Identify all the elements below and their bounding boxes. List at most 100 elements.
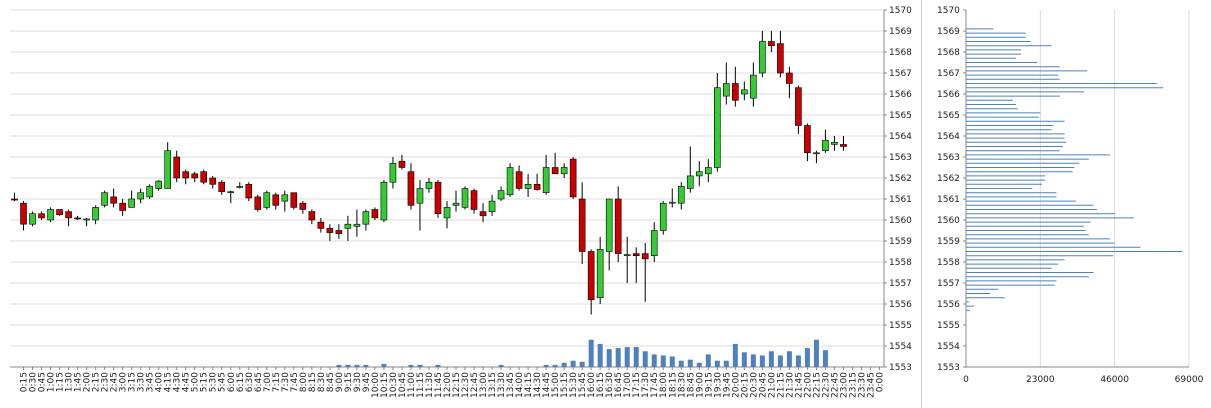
candle-body [398, 160, 406, 168]
pane-separator [921, 0, 922, 408]
candle-body [714, 87, 721, 168]
candle-body [569, 158, 577, 198]
candle-body [831, 142, 838, 145]
candle-body [272, 194, 280, 206]
x-tick-label: 21:00 [767, 372, 777, 398]
y-tick-label: 1567 [937, 69, 960, 79]
candle-body [533, 184, 541, 190]
candle-body [56, 209, 63, 216]
candle-body [263, 192, 271, 208]
x-tick-label: 19:45 [722, 372, 732, 398]
volume-bar [606, 349, 612, 367]
x-tick-label: 23:15 [848, 372, 858, 398]
candle-body [146, 186, 153, 198]
x-tick-label: 19:15 [704, 372, 714, 398]
candle-body [578, 198, 586, 252]
x-tick-label: 20:15 [740, 372, 750, 398]
x-tick-label: 12:15 [452, 372, 462, 398]
x-tick-label: 9:00 [335, 372, 345, 392]
x-tick-label: 10:15 [380, 372, 390, 398]
y-tick-label: 1566 [937, 90, 960, 100]
candle-body [596, 249, 604, 298]
x-tick-label: 0:30 [29, 372, 39, 392]
candle-body [786, 72, 793, 84]
candle-body [515, 171, 523, 189]
y-tick-label: 1563 [889, 153, 912, 163]
x-tick-label: 1:15 [56, 372, 66, 392]
x-tick-label: 11:30 [425, 372, 435, 398]
candle-body [768, 41, 775, 46]
candle-body [137, 192, 144, 200]
x-tick-label: 15:15 [560, 372, 570, 398]
candle-body [461, 188, 469, 208]
y-tick-label: 1564 [889, 132, 912, 142]
volume-bar [498, 364, 504, 367]
candle-body [623, 254, 631, 256]
y-tick-label: 1559 [889, 237, 912, 247]
y-tick-label: 1555 [889, 321, 912, 331]
x-tick-label: 0:45 [38, 372, 48, 392]
x-tick-label: 4:30 [173, 372, 183, 392]
volume-bar [579, 361, 585, 367]
x-tick-label: 16:15 [596, 372, 606, 398]
y-tick-label: 1562 [889, 174, 912, 184]
x-tick-label: 14:45 [542, 372, 552, 398]
x-tick-label: 22:30 [821, 372, 831, 398]
volume-bar [768, 351, 774, 367]
candle-body [434, 181, 442, 214]
y-tick-label: 1561 [937, 195, 960, 205]
volume-bar [417, 364, 423, 367]
x-tick-label: 13:45 [506, 372, 516, 398]
candle-body [29, 213, 36, 225]
x-tick-label: 1:00 [47, 372, 57, 392]
x-tick-label: 8:00 [299, 372, 309, 392]
candle-body [488, 200, 496, 212]
candle-body [245, 184, 253, 199]
x-tick-label: 0 [963, 375, 969, 385]
candle-body [236, 186, 244, 188]
x-tick-label: 18:30 [677, 372, 687, 398]
candle-body [155, 180, 162, 189]
x-tick-label: 3:45 [146, 372, 156, 392]
candle-body [443, 207, 451, 219]
candle-body [479, 211, 487, 217]
candle-body [308, 211, 316, 221]
x-tick-label: 4:00 [155, 372, 165, 392]
candlestick-chart: 1553 1554 1555 1556 1557 1558 1559 1560 1561 1562… [10, 6, 912, 398]
candle-body [840, 144, 847, 147]
volume-bar [552, 364, 558, 367]
x-tick-label: 13:30 [497, 372, 507, 398]
volume-bar [660, 355, 666, 367]
y-tick-label: 1556 [937, 300, 960, 310]
volume-bar [804, 348, 810, 367]
volume-profile-chart: 0 23000 46000 69000 1553 1554 1555 1556 1557 1558… [937, 6, 1204, 385]
y-tick-label: 1568 [889, 48, 912, 58]
x-tick-label: 17:00 [623, 372, 633, 398]
candle-body [795, 87, 802, 126]
volume-bar [795, 355, 801, 367]
x-tick-label: 18:15 [668, 372, 678, 398]
candle-body [560, 167, 568, 175]
x-tick-label: 12:00 [443, 372, 453, 398]
volume-bar [678, 360, 684, 367]
candle-body [119, 202, 126, 211]
y-tick-label: 1564 [937, 132, 960, 142]
candle-body [83, 218, 90, 221]
candle-body [524, 184, 532, 189]
candle-body [686, 175, 694, 189]
x-tick-label: 2:15 [92, 372, 102, 392]
x-tick-label: 23:45 [866, 372, 876, 398]
candle-body [20, 202, 27, 225]
x-tick-label: 15:00 [551, 372, 561, 398]
x-tick-label: 23:00 [839, 372, 849, 398]
x-tick-label: 69000 [1175, 375, 1204, 385]
candle-body [74, 217, 81, 220]
x-tick-label: 15:30 [569, 372, 579, 398]
y-tick-label: 1556 [889, 300, 912, 310]
y-tick-label: 1559 [937, 237, 960, 247]
x-tick-label: 5:00 [191, 372, 201, 392]
x-tick-label: 20:30 [749, 372, 759, 398]
x-tick-label: 23000 [1026, 375, 1055, 385]
x-tick-label: 20:00 [731, 372, 741, 398]
y-tick-label: 1570 [937, 6, 960, 16]
